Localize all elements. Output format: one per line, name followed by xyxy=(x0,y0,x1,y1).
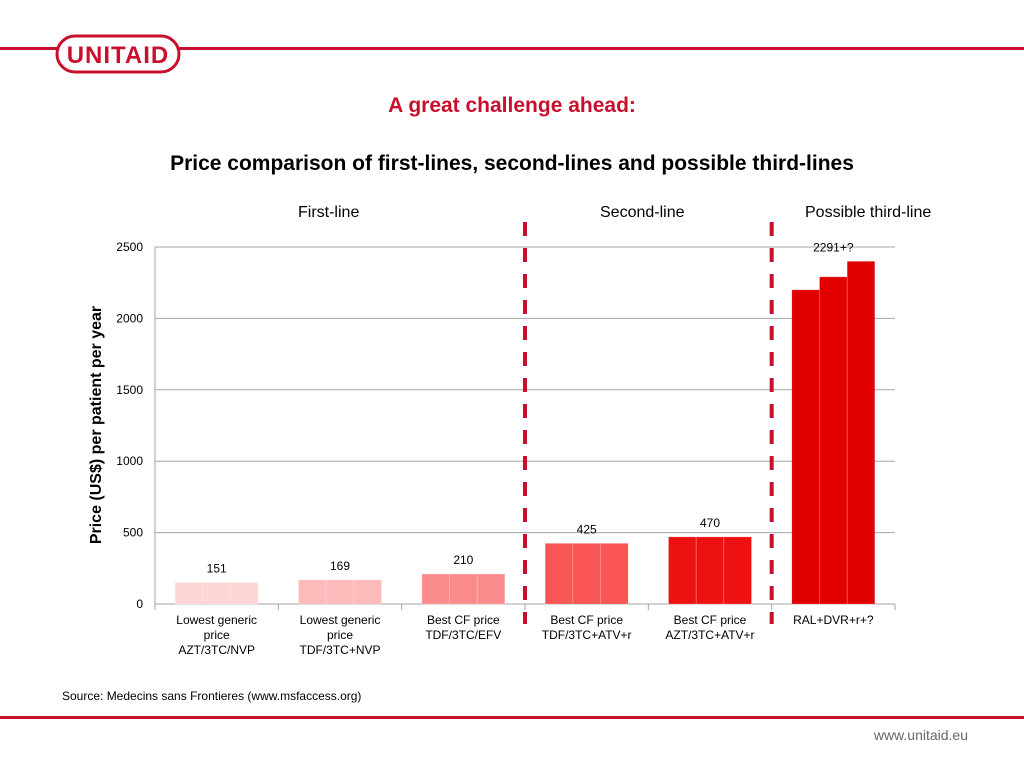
y-tick-label: 1500 xyxy=(116,383,143,397)
x-category-label: TDF/3TC/EFV xyxy=(425,628,501,642)
bar-6-segment-1 xyxy=(791,289,820,605)
svg-text:UNITAID: UNITAID xyxy=(67,42,170,69)
bar-3-segment-1 xyxy=(421,573,450,605)
data-label-3: 210 xyxy=(453,553,473,567)
bar-3-segment-2 xyxy=(449,573,478,605)
section-label-second-line: Second-line xyxy=(600,204,685,221)
y-tick-label: 1000 xyxy=(116,454,143,468)
section-label-first-line: First-line xyxy=(298,204,360,221)
chart-title: Price comparison of first-lines, second-… xyxy=(170,152,854,175)
x-category-label: AZT/3TC/NVP xyxy=(178,643,255,657)
section-label-third-line: Possible third-line xyxy=(805,204,932,221)
x-category-label: AZT/3TC+ATV+r xyxy=(665,628,754,642)
bar-6-segment-3 xyxy=(846,260,876,605)
x-category-label: Best CF price xyxy=(427,613,500,627)
y-tick-label: 500 xyxy=(123,526,143,540)
bar-5-segment-1 xyxy=(668,536,697,605)
x-category-label: Best CF price xyxy=(550,613,623,627)
bar-4-segment-1 xyxy=(544,543,574,605)
data-label-4: 425 xyxy=(577,522,597,536)
header-rule xyxy=(0,47,1024,50)
bar-1-segment-1 xyxy=(174,582,204,605)
bar-1-segment-2 xyxy=(202,582,231,605)
bar-2-segment-3 xyxy=(353,579,382,605)
x-category-label: Lowest generic xyxy=(176,613,257,627)
y-axis-title: Price (US$) per patient per year xyxy=(88,306,105,544)
x-category-label: price xyxy=(204,628,230,642)
y-tick-label: 0 xyxy=(136,597,143,611)
source-note: Source: Medecins sans Frontieres (www.ms… xyxy=(62,689,362,703)
x-category-label: Lowest generic xyxy=(300,613,381,627)
bar-5-segment-3 xyxy=(723,536,752,605)
bar-6-segment-2 xyxy=(819,276,848,605)
bar-3-segment-3 xyxy=(476,573,506,605)
data-label-2: 169 xyxy=(330,559,350,573)
x-category-label: TDF/3TC+ATV+r xyxy=(542,628,632,642)
footer-url: www.unitaid.eu xyxy=(873,727,968,743)
x-category-label: RAL+DVR+r+? xyxy=(793,613,874,627)
footer-rule xyxy=(0,716,1024,719)
data-label-5: 470 xyxy=(700,516,720,530)
bar-1-segment-3 xyxy=(230,582,259,605)
unitaid-logo: UNITAID xyxy=(55,34,181,74)
x-category-label: Best CF price xyxy=(674,613,747,627)
x-category-label: price xyxy=(327,628,353,642)
y-tick-label: 2500 xyxy=(116,240,143,254)
data-label-1: 151 xyxy=(207,561,227,575)
data-label-6: 2291+? xyxy=(813,240,854,254)
bar-2-segment-2 xyxy=(325,579,355,605)
bar-4-segment-3 xyxy=(600,543,629,605)
page-headline: A great challenge ahead: xyxy=(388,94,636,117)
bar-2-segment-1 xyxy=(298,579,327,605)
bar-5-segment-2 xyxy=(695,536,725,605)
y-tick-label: 2000 xyxy=(116,311,143,325)
bar-4-segment-2 xyxy=(572,543,601,605)
x-category-label: TDF/3TC+NVP xyxy=(299,643,380,657)
